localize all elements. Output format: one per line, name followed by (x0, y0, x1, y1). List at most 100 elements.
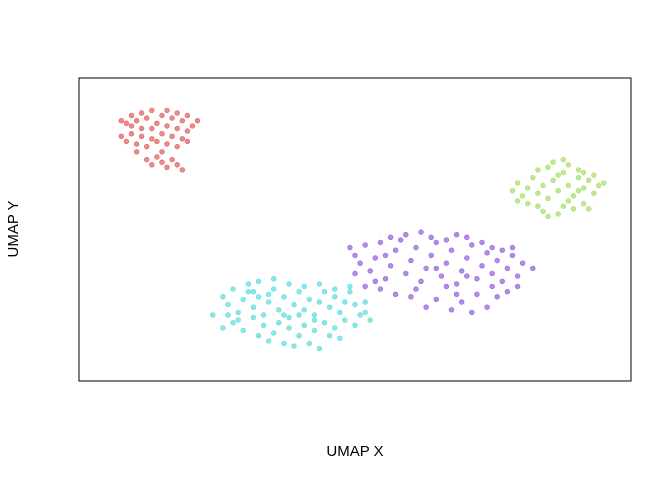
scatter-point-cluster-2 (250, 304, 257, 310)
scatter-point-cluster-4 (555, 172, 561, 178)
scatter-point-cluster-3 (392, 291, 399, 297)
scatter-point-cluster-2 (337, 309, 343, 316)
scatter-point-cluster-2 (250, 314, 257, 321)
scatter-point-cluster-2 (271, 286, 277, 292)
scatter-point-cluster-3 (372, 255, 378, 261)
scatter-point-cluster-3 (504, 265, 511, 272)
scatter-point-cluster-2 (347, 283, 353, 290)
scatter-point-cluster-3 (418, 229, 424, 235)
scatter-point-cluster-3 (494, 257, 500, 264)
scatter-point-cluster-3 (382, 276, 389, 282)
scatter-point-cluster-4 (601, 180, 607, 186)
scatter-point-cluster-2 (296, 289, 302, 295)
scatter-point-cluster-4 (555, 211, 561, 217)
scatter-point-cluster-4 (545, 164, 551, 171)
scatter-point-cluster-1 (174, 110, 180, 116)
scatter-point-cluster-4 (535, 190, 541, 196)
scatter-point-cluster-2 (352, 301, 358, 308)
scatter-point-cluster-3 (464, 255, 470, 261)
scatter-point-cluster-1 (149, 162, 155, 168)
scatter-point-cluster-3 (519, 260, 526, 266)
scatter-point-cluster-2 (245, 289, 252, 295)
scatter-point-cluster-1 (128, 123, 135, 129)
scatter-point-cluster-2 (276, 320, 282, 326)
points-layer (118, 107, 607, 352)
scatter-point-cluster-1 (149, 136, 155, 142)
scatter-point-cluster-2 (337, 335, 343, 341)
scatter-point-cluster-2 (281, 312, 287, 318)
scatter-point-cluster-3 (403, 232, 409, 238)
scatter-point-cluster-1 (174, 162, 180, 168)
scatter-point-cluster-1 (179, 167, 186, 173)
scatter-point-cluster-4 (535, 203, 541, 209)
scatter-point-cluster-1 (169, 115, 175, 121)
scatter-point-cluster-2 (265, 338, 272, 344)
scatter-point-cluster-1 (144, 156, 150, 163)
scatter-point-cluster-4 (591, 172, 597, 178)
scatter-point-cluster-2 (286, 314, 292, 321)
scatter-point-cluster-1 (179, 136, 186, 142)
scatter-point-cluster-2 (291, 343, 297, 349)
scatter-point-cluster-2 (250, 289, 257, 295)
scatter-point-cluster-3 (392, 247, 399, 253)
scatter-point-cluster-1 (123, 138, 130, 145)
scatter-point-cluster-3 (433, 239, 439, 246)
scatter-point-cluster-3 (403, 270, 409, 277)
scatter-point-cluster-3 (398, 237, 404, 243)
scatter-point-cluster-1 (133, 141, 140, 147)
scatter-point-cluster-1 (174, 125, 180, 132)
scatter-point-cluster-2 (276, 307, 282, 313)
scatter-point-cluster-3 (474, 276, 480, 282)
scatter-point-cluster-3 (413, 244, 419, 251)
scatter-point-cluster-3 (443, 237, 450, 243)
scatter-point-cluster-2 (230, 320, 236, 326)
scatter-point-cluster-2 (321, 320, 328, 326)
scatter-point-cluster-3 (489, 283, 495, 290)
scatter-point-cluster-4 (545, 195, 551, 202)
scatter-point-cluster-2 (235, 309, 241, 316)
scatter-point-cluster-2 (347, 289, 353, 295)
scatter-point-cluster-2 (240, 327, 246, 334)
scatter-point-cluster-4 (565, 198, 572, 204)
scatter-point-cluster-3 (362, 242, 368, 248)
scatter-point-cluster-3 (357, 260, 363, 266)
scatter-point-cluster-3 (362, 283, 368, 290)
scatter-point-cluster-1 (138, 133, 145, 140)
scatter-point-cluster-2 (271, 330, 277, 336)
scatter-point-cluster-4 (591, 190, 597, 196)
scatter-point-cluster-4 (580, 200, 587, 207)
scatter-point-cluster-2 (255, 278, 262, 284)
scatter-point-cluster-3 (494, 294, 500, 300)
scatter-point-cluster-4 (514, 180, 521, 186)
scatter-point-cluster-2 (260, 322, 267, 328)
scatter-point-cluster-4 (555, 188, 561, 194)
scatter-point-cluster-3 (479, 263, 485, 269)
scatter-point-cluster-1 (194, 117, 201, 124)
scatter-point-cluster-3 (387, 263, 394, 269)
scatter-point-cluster-3 (464, 234, 470, 241)
scatter-point-cluster-2 (220, 294, 226, 300)
scatter-point-cluster-2 (306, 340, 312, 347)
scatter-point-cluster-4 (509, 188, 516, 194)
scatter-point-cluster-4 (585, 206, 592, 212)
scatter-point-cluster-3 (382, 252, 389, 259)
scatter-point-cluster-1 (179, 117, 186, 124)
scatter-point-cluster-2 (362, 299, 368, 305)
scatter-point-cluster-2 (301, 307, 307, 313)
scatter-point-cluster-2 (316, 345, 323, 352)
scatter-point-cluster-4 (596, 182, 602, 189)
scatter-point-cluster-4 (565, 162, 572, 168)
scatter-point-cluster-3 (377, 239, 384, 246)
scatter-point-cluster-2 (225, 301, 231, 308)
scatter-point-cluster-1 (164, 123, 170, 129)
scatter-point-cluster-4 (580, 185, 587, 191)
scatter-point-cluster-3 (408, 294, 414, 300)
scatter-point-cluster-3 (423, 265, 429, 272)
scatter-point-cluster-4 (524, 200, 531, 207)
scatter-point-cluster-2 (311, 317, 318, 323)
scatter-point-cluster-1 (164, 164, 170, 171)
scatter-point-cluster-3 (453, 232, 460, 238)
scatter-point-cluster-1 (174, 143, 180, 150)
scatter-point-cluster-3 (469, 242, 475, 248)
scatter-point-cluster-2 (301, 283, 307, 290)
